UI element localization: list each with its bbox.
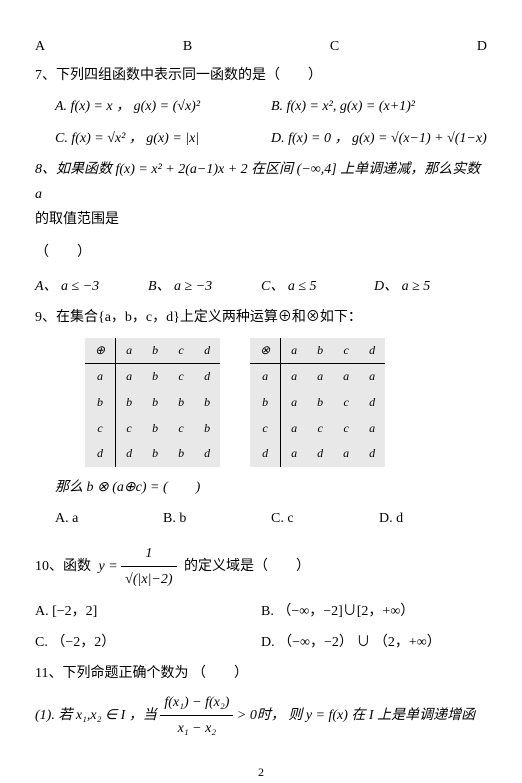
q9-table-otimes: ⊗abcdaaaaababcdcaccadadad xyxy=(250,338,385,467)
q6-options: A B C D xyxy=(35,34,487,59)
q9-ask: 那么 b ⊗ (a⊕c) = ( ) xyxy=(35,475,487,500)
q8-opts: A、 a ≤ −3 B、 a ≥ −3 C、 a ≤ 5 D、 a ≥ 5 xyxy=(35,274,487,299)
q8-b: B、 a ≥ −3 xyxy=(148,274,261,299)
q11-p1: (1). 若 x₁,x₂ ∈ I ，当 f(x₁) − f(x₂) x₁ − x… xyxy=(35,690,487,741)
q10-pre: 10、函数 xyxy=(35,559,91,574)
q11-num: f(x₁) − f(x₂) xyxy=(160,690,233,716)
q7-b: B. f(x) = x², g(x) = (x+1)² xyxy=(271,94,487,119)
q9-opts: A. a B. b C. c D. d xyxy=(35,506,487,531)
q9-table-oplus: ⊕abcdaabcdbbbbbccbcbddbbd xyxy=(85,338,220,467)
q11-frac: f(x₁) − f(x₂) x₁ − x₂ xyxy=(160,690,233,741)
opt-a: A xyxy=(35,34,45,59)
q9-b: B. b xyxy=(163,506,271,531)
q10-d: D. （−∞，−2） ∪ （2，+∞） xyxy=(261,630,487,655)
q7-a: A. f(x) = x ， g(x) = (√x)² xyxy=(55,94,271,119)
q9-c: C. c xyxy=(271,506,379,531)
q10-c: C. （−2，2） xyxy=(35,630,261,655)
q7-d: D. f(x) = 0 ， g(x) = √(x−1) + √(1−x) xyxy=(271,126,487,151)
q11-stem: 11、下列命题正确个数为 （ ） xyxy=(35,661,487,686)
q11-den: x₁ − x₂ xyxy=(160,716,233,741)
q9-stem: 9、在集合{a，b，c，d}上定义两种运算⊕和⊗如下： xyxy=(35,305,487,330)
q10-num: 1 xyxy=(121,541,176,567)
q8-stem1: 8、如果函数 f(x) = x² + 2(a−1)x + 2 在区间 (−∞,4… xyxy=(35,157,487,207)
q9-a: A. a xyxy=(55,506,163,531)
q7-c: C. f(x) = √x² ， g(x) = |x| xyxy=(55,126,271,151)
q10-den: √(|x|−2) xyxy=(121,567,176,592)
q10-post: 的定义域是（ ） xyxy=(184,559,310,574)
opt-b: B xyxy=(183,34,192,59)
q10-row1: A. [−2，2] B. （−∞，−2]∪[2，+∞） xyxy=(35,599,487,624)
q11-p1a: (1). 若 x₁,x₂ ∈ I ，当 xyxy=(35,708,157,723)
q8-a: A、 a ≤ −3 xyxy=(35,274,148,299)
q9-tables: ⊕abcdaabcdbbbbbccbcbddbbd ⊗abcdaaaaababc… xyxy=(85,338,487,467)
q7-row1: A. f(x) = x ， g(x) = (√x)² B. f(x) = x²,… xyxy=(35,94,487,119)
q10-row2: C. （−2，2） D. （−∞，−2） ∪ （2，+∞） xyxy=(35,630,487,655)
q8-paren: （ ） xyxy=(35,240,487,265)
q9-d: D. d xyxy=(379,506,487,531)
q7-stem: 7、下列四组函数中表示同一函数的是（ ） xyxy=(35,63,487,88)
q8-d: D、 a ≥ 5 xyxy=(374,274,487,299)
q10-line: 10、函数 y = 1 √(|x|−2) 的定义域是（ ） xyxy=(35,541,487,592)
q11-p1b: > 0时， 则 y = f(x) 在 I 上是单调递增函 xyxy=(237,708,475,723)
q8-stem2: 的取值范围是 xyxy=(35,207,487,232)
fraction-icon: 1 √(|x|−2) xyxy=(121,541,176,592)
q8-c: C、 a ≤ 5 xyxy=(261,274,374,299)
q10-a: A. [−2，2] xyxy=(35,599,261,624)
q10-b: B. （−∞，−2]∪[2，+∞） xyxy=(261,599,487,624)
opt-d: D xyxy=(477,34,487,59)
opt-c: C xyxy=(330,34,339,59)
q7-row2: C. f(x) = √x² ， g(x) = |x| D. f(x) = 0 ，… xyxy=(35,126,487,151)
q10-lhs: y = xyxy=(99,559,118,574)
page-number: 2 xyxy=(35,762,487,783)
q10-formula: y = 1 √(|x|−2) xyxy=(99,541,177,592)
